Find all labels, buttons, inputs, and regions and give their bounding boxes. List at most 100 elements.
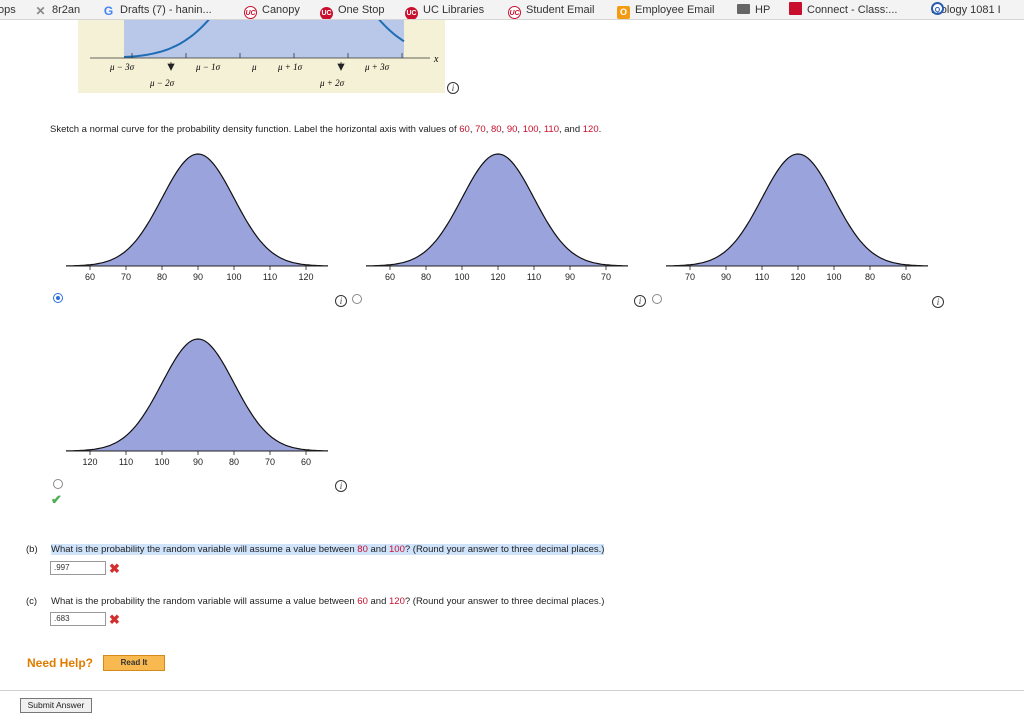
bookmark-uc-libraries[interactable]: UC UC Libraries bbox=[405, 2, 485, 19]
tick-label: 90 bbox=[193, 457, 203, 467]
question-c-label: (c) bbox=[26, 596, 38, 607]
bookmark-label: Canopy bbox=[262, 4, 300, 16]
info-icon[interactable]: i bbox=[335, 295, 347, 307]
answer-c-input[interactable]: .683 bbox=[50, 612, 106, 626]
divider bbox=[0, 690, 1024, 691]
option-1-radio[interactable] bbox=[53, 293, 63, 303]
tick-label: 70 bbox=[601, 272, 611, 282]
value: 80 bbox=[490, 124, 502, 135]
folder-icon bbox=[737, 4, 750, 14]
need-help-label: Need Help? bbox=[27, 656, 94, 670]
value: 80 bbox=[357, 544, 368, 555]
option-2-radio[interactable] bbox=[352, 294, 362, 304]
value: 70 bbox=[475, 124, 486, 135]
bookmark-employee-email[interactable]: O Employee Email bbox=[617, 2, 714, 19]
value: 60 bbox=[459, 124, 470, 135]
option-graph-4: 120 110 100 90 80 70 60 bbox=[66, 338, 328, 467]
answer-b-input[interactable]: .997 bbox=[50, 561, 106, 575]
tick-label: 110 bbox=[527, 272, 541, 282]
tick-label: 100 bbox=[826, 272, 841, 282]
option-4-radio[interactable] bbox=[53, 479, 63, 489]
read-it-button[interactable]: Read It bbox=[103, 655, 165, 671]
curve-area bbox=[66, 339, 328, 451]
value: 120 bbox=[389, 596, 405, 607]
bookmark-8r2an[interactable]: ✕ 8r2an bbox=[34, 2, 80, 18]
tick-label: 120 bbox=[790, 272, 805, 282]
outlook-icon: O bbox=[617, 6, 630, 19]
question-c: (c) What is the probability the random va… bbox=[26, 596, 604, 607]
bookmark-biology[interactable]: Q Biology 1081 I bbox=[931, 2, 1001, 18]
question-text: and bbox=[367, 544, 389, 555]
tick-label: 120 bbox=[298, 272, 313, 282]
tick-label: 110 bbox=[119, 457, 133, 467]
info-icon[interactable]: i bbox=[932, 296, 944, 308]
bookmark-drafts[interactable]: G Drafts (7) - hanin... bbox=[102, 2, 212, 18]
uc-icon: UC bbox=[320, 7, 333, 19]
bookmark-label: One Stop bbox=[338, 4, 385, 16]
x-axis-label: x bbox=[433, 54, 439, 65]
uc-icon: UC bbox=[508, 6, 521, 19]
label-mu-minus-1sigma: μ − 1σ bbox=[195, 62, 221, 72]
area-under-curve bbox=[124, 20, 404, 58]
tick-label: 120 bbox=[490, 272, 505, 282]
tick-label: 100 bbox=[154, 457, 169, 467]
tick-label: 100 bbox=[454, 272, 469, 282]
tick-label: 80 bbox=[229, 457, 239, 467]
question-a-instruction: Sketch a normal curve for the probabilit… bbox=[50, 124, 602, 135]
label-mu-minus-2sigma: μ − 2σ bbox=[149, 78, 175, 88]
value: 100 bbox=[389, 544, 405, 555]
question-text: and bbox=[367, 596, 389, 607]
tick-label: 80 bbox=[421, 272, 431, 282]
bookmark-label: Student Email bbox=[526, 4, 595, 16]
bookmark-connect[interactable]: Connect - Class:... bbox=[789, 2, 897, 18]
mcgraw-icon bbox=[789, 2, 802, 15]
info-icon[interactable]: i bbox=[335, 480, 347, 492]
option-graph-2: 60 80 100 120 110 90 70 bbox=[366, 153, 628, 282]
bookmark-label: Drafts (7) - hanin... bbox=[120, 4, 212, 16]
label-mu-plus-1sigma: μ + 1σ bbox=[277, 62, 303, 72]
question-text: What is the probability the random varia… bbox=[51, 596, 358, 607]
tick-marks bbox=[131, 53, 403, 58]
bookmarks-bar: ops ✕ 8r2an G Drafts (7) - hanin... UC Cano… bbox=[0, 0, 1024, 20]
info-icon[interactable]: i bbox=[634, 295, 646, 307]
normal-curve bbox=[123, 20, 405, 59]
curve-area bbox=[66, 154, 328, 266]
uc-icon: UC bbox=[405, 7, 418, 19]
and-text: and bbox=[564, 124, 581, 135]
curve-area bbox=[666, 154, 928, 266]
bookmark-student-email[interactable]: UC Student Email bbox=[508, 2, 595, 19]
incorrect-x-icon: ✖ bbox=[109, 561, 120, 576]
value: 110 bbox=[543, 124, 559, 135]
submit-answer-button[interactable]: Submit Answer bbox=[20, 698, 92, 713]
tick-label: 70 bbox=[685, 272, 695, 282]
incorrect-x-icon: ✖ bbox=[109, 612, 120, 627]
bookmark-canopy[interactable]: UC Canopy bbox=[244, 2, 300, 19]
bookmark-hp[interactable]: HP bbox=[737, 2, 770, 18]
tick-label: 60 bbox=[301, 457, 311, 467]
label-mu-plus-3sigma: μ + 3σ bbox=[364, 62, 390, 72]
tick-label: 80 bbox=[157, 272, 167, 282]
tick-label: 90 bbox=[565, 272, 575, 282]
bookmark-label: UC Libraries bbox=[423, 4, 485, 16]
bookmark-ops[interactable]: ops bbox=[0, 2, 16, 18]
info-icon[interactable]: i bbox=[447, 82, 459, 94]
tick-label: 90 bbox=[721, 272, 731, 282]
normal-curve bbox=[366, 153, 628, 267]
bookmark-label: HP bbox=[755, 4, 771, 16]
value: 60 bbox=[357, 596, 368, 607]
question-text: What is the probability the random varia… bbox=[51, 544, 358, 555]
instruction-text: Sketch a normal curve for the probabilit… bbox=[50, 124, 460, 135]
tick-label: 80 bbox=[865, 272, 875, 282]
value: 90 bbox=[506, 124, 518, 135]
option-graph-1: 60 70 80 90 100 110 120 bbox=[66, 153, 328, 282]
question-b: (b) What is the probability the random va… bbox=[26, 544, 605, 555]
bookmark-one-stop[interactable]: UC One Stop bbox=[320, 2, 385, 19]
bookmark-label: ops bbox=[0, 4, 16, 16]
question-text: ? (Round your answer to three decimal pl… bbox=[404, 544, 605, 555]
label-mu-plus-2sigma: μ + 2σ bbox=[319, 78, 345, 88]
option-graph-3: 70 90 110 120 100 80 60 bbox=[666, 153, 928, 282]
tick-label: 110 bbox=[263, 272, 277, 282]
curve-area bbox=[366, 154, 628, 266]
option-3-radio[interactable] bbox=[652, 294, 662, 304]
bookmark-label: Biology 1081 I bbox=[931, 4, 1001, 16]
